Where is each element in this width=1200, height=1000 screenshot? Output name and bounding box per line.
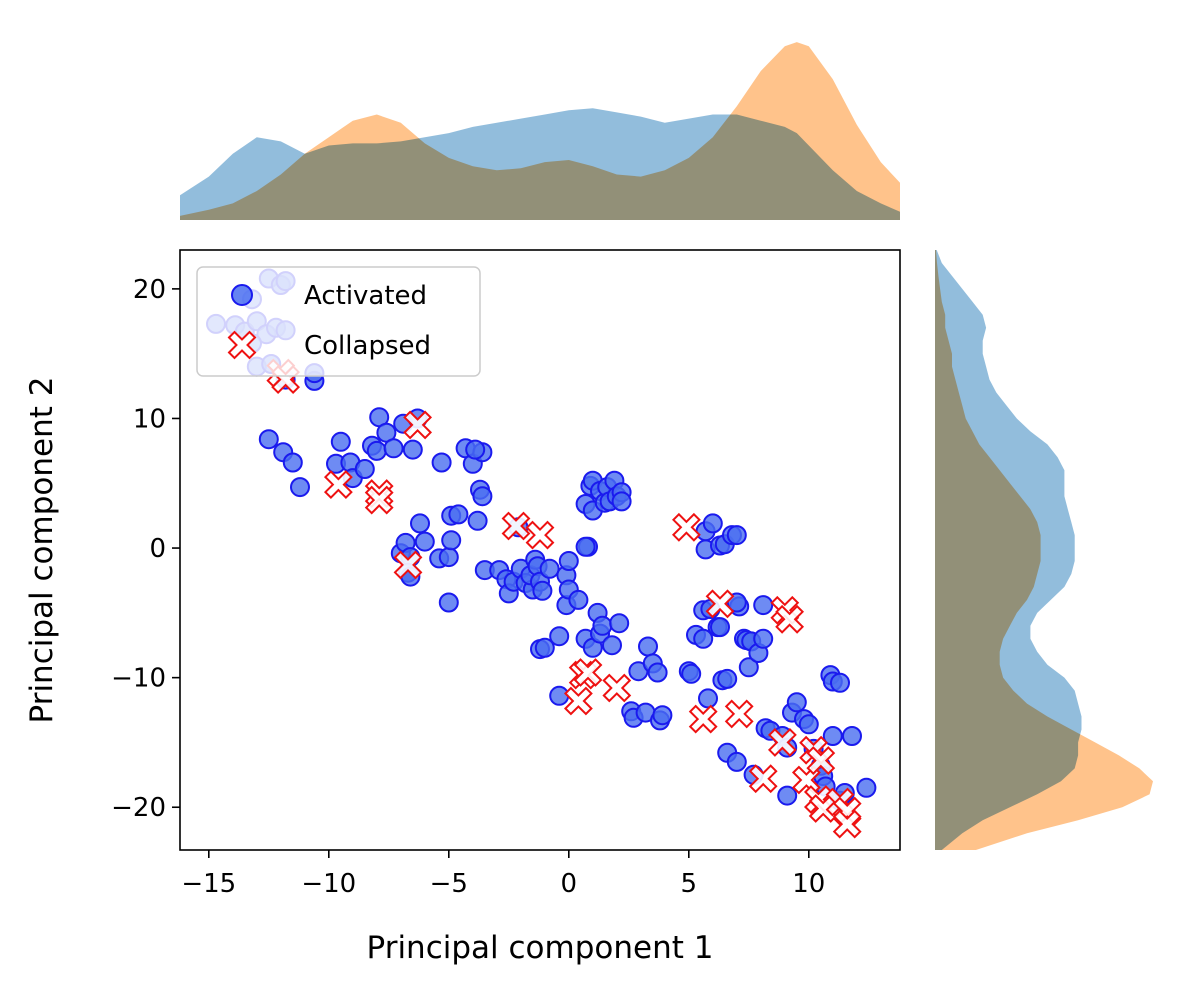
y-tick-label: −10: [111, 664, 166, 694]
activated-point: [431, 452, 452, 473]
y-tick-label: 20: [133, 275, 166, 305]
top-kde-collapsed: [180, 42, 900, 220]
y-axis-label: Principal component 2: [24, 377, 60, 724]
activated-point: [681, 663, 702, 684]
activated-point: [532, 580, 553, 601]
right-kde-collapsed: [935, 250, 1153, 850]
legend-collapsed-label: Collapsed: [304, 331, 431, 361]
x-axis-ticks: −15 −10 −5 0 5 10: [181, 850, 825, 899]
collapsed-point: [323, 470, 353, 500]
activated-point: [698, 688, 718, 709]
x-tick-label: −15: [181, 869, 236, 899]
activated-point: [330, 431, 351, 452]
collapsed-point: [501, 511, 531, 541]
legend-collapsed-marker: [227, 330, 257, 360]
activated-point: [592, 615, 613, 636]
activated-point: [856, 777, 877, 798]
activated-point: [786, 692, 807, 713]
activated-point: [738, 657, 759, 678]
collapsed-point: [806, 746, 836, 776]
activated-point: [438, 547, 459, 568]
collapsed-point: [671, 512, 701, 542]
activated-point: [830, 672, 850, 693]
y-tick-label: 10: [133, 404, 166, 434]
x-tick-label: −10: [301, 869, 356, 899]
activated-point: [549, 626, 570, 647]
collapsed-point: [832, 809, 862, 839]
collapsed-point: [393, 550, 423, 580]
plot-frame: [179, 249, 901, 851]
activated-point: [467, 510, 488, 531]
right-marginal-kde: [935, 250, 1153, 850]
activated-point: [465, 439, 486, 460]
activated-point: [717, 668, 738, 689]
activated-point: [366, 440, 387, 461]
activated-point: [693, 628, 714, 649]
x-tick-label: 5: [681, 869, 698, 899]
legend-activated-marker: [231, 284, 253, 306]
activated-point: [753, 628, 774, 649]
legend-box: [196, 266, 481, 377]
activated-point: [383, 438, 404, 459]
activated-point: [282, 452, 303, 473]
collapsed-point: [525, 520, 555, 550]
collapsed-point: [688, 704, 718, 734]
collapsed-point: [573, 658, 603, 687]
activated-point: [602, 635, 622, 656]
activated-point: [726, 525, 747, 546]
activated-point: [575, 536, 596, 557]
activated-point: [609, 613, 630, 634]
collapsed-point: [364, 485, 394, 515]
x-tick-label: 0: [561, 869, 578, 899]
activated-point: [568, 589, 589, 610]
collapsed-point: [748, 764, 778, 794]
activated-point: [354, 459, 375, 479]
top-marginal-kde: [180, 42, 900, 220]
activated-point: [558, 551, 579, 571]
y-axis-ticks: −20 −10 0 10 20: [111, 275, 180, 823]
activated-point: [410, 513, 430, 534]
activated-point: [402, 439, 423, 460]
activated-point: [258, 429, 279, 450]
collapsed-point: [724, 699, 754, 729]
activated-point: [842, 726, 862, 746]
activated-point: [638, 636, 658, 657]
activated-point: [611, 491, 632, 512]
activated-point: [822, 726, 843, 746]
activated-point: [438, 592, 459, 613]
activated-point: [710, 617, 730, 638]
x-tick-label: −5: [430, 869, 468, 899]
activated-point: [539, 558, 560, 579]
activated-point: [702, 513, 723, 534]
collapsed-point: [563, 686, 593, 716]
activated-point: [753, 595, 774, 616]
activated-point: [290, 477, 310, 498]
collapsed-point: [403, 410, 433, 440]
activated-point: [534, 637, 555, 658]
legend-activated-label: Activated: [304, 281, 427, 311]
activated-point: [441, 530, 462, 551]
activated-point: [647, 662, 668, 683]
collapsed-point: [767, 727, 797, 757]
y-tick-label: 0: [149, 534, 166, 564]
x-axis-label: Principal component 1: [367, 930, 714, 966]
x-tick-label: 10: [792, 869, 825, 899]
activated-point: [472, 486, 493, 507]
activated-point: [549, 685, 570, 706]
collapsed-point: [602, 673, 632, 703]
collapsed-point: [705, 589, 735, 619]
activated-point: [652, 705, 673, 726]
activated-point: [414, 531, 435, 552]
legend-x-shape: [227, 330, 257, 360]
collapsed-point: [775, 604, 805, 634]
y-tick-label: −20: [111, 793, 166, 823]
legend: Activated Collapsed: [196, 266, 481, 377]
activated-point: [777, 785, 798, 806]
activated-point: [726, 751, 747, 772]
activated-point: [798, 714, 819, 735]
activated-point: [448, 504, 469, 525]
